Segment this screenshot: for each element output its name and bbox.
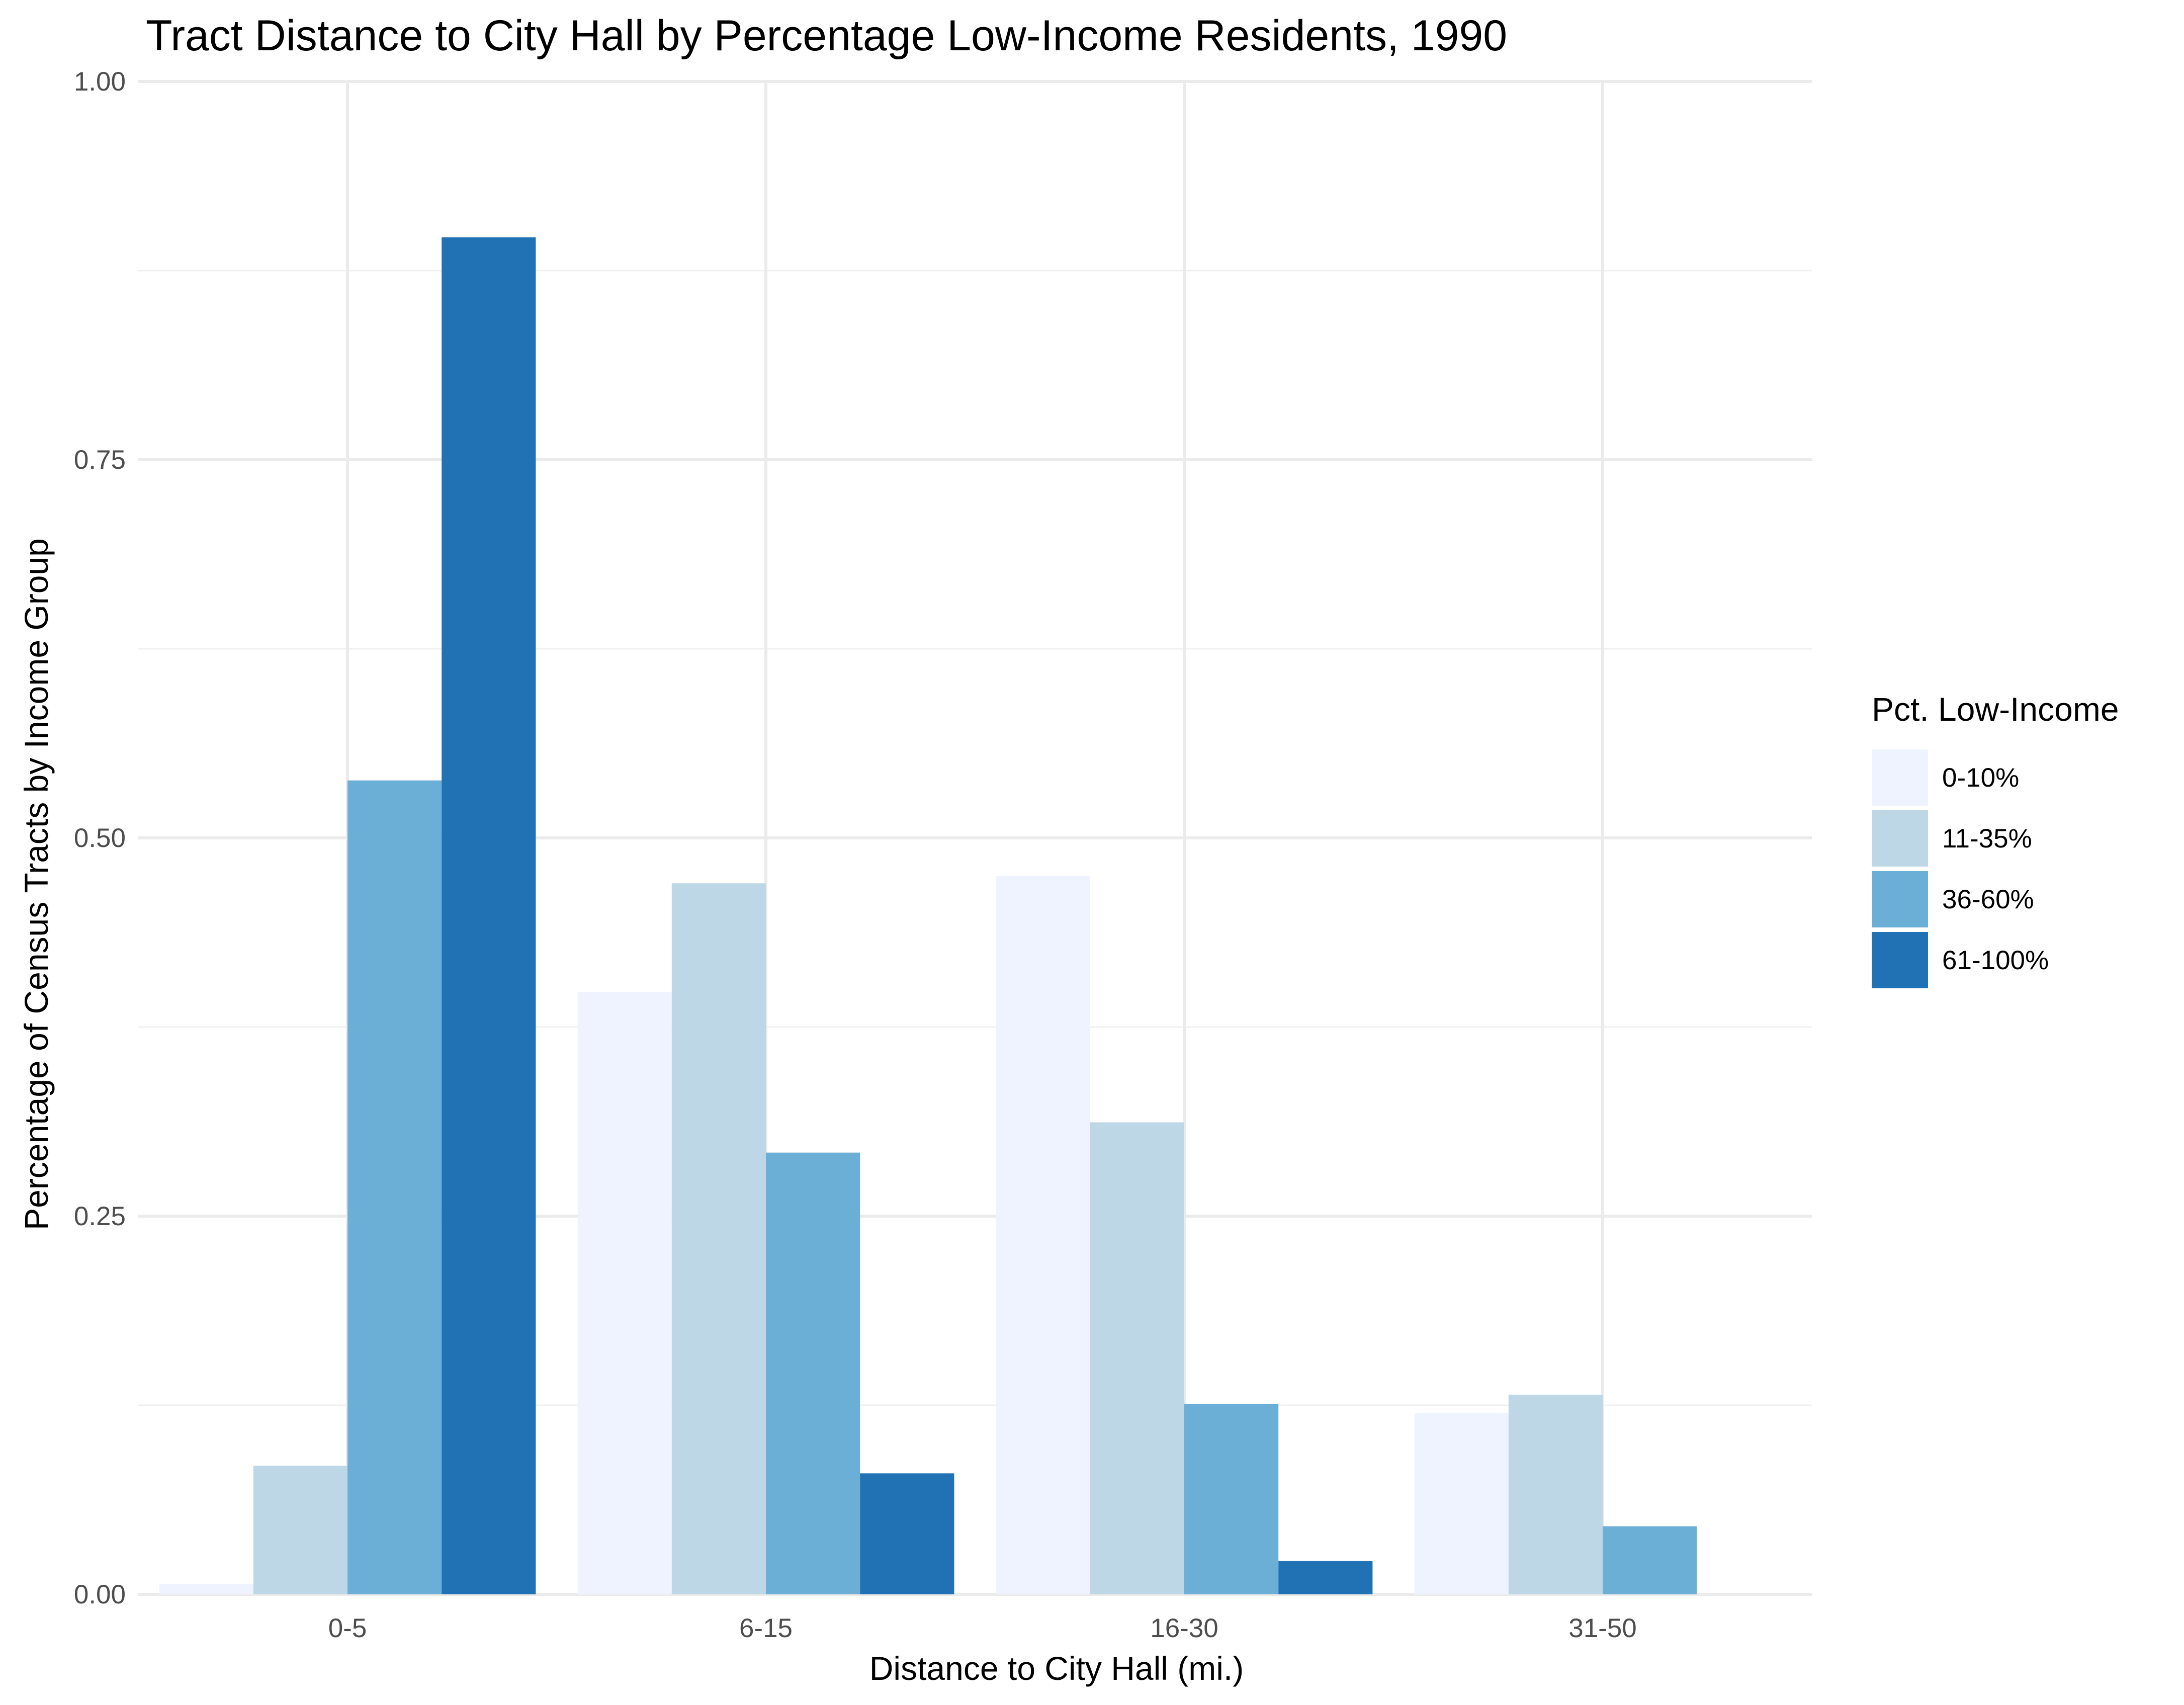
chart-title: Tract Distance to City Hall by Percentag…	[146, 12, 1507, 60]
x-tick-label: 31-50	[1568, 1613, 1637, 1643]
bar	[671, 883, 766, 1594]
x-tick-label: 16-30	[1150, 1613, 1218, 1643]
legend-key	[1872, 810, 1928, 867]
legend-label: 11-35%	[1942, 824, 2032, 854]
bar	[1184, 1403, 1279, 1594]
legend-key	[1872, 749, 1928, 806]
y-tick-label: 0.50	[74, 823, 126, 853]
bar	[1603, 1526, 1697, 1594]
legend-label: 36-60%	[1942, 885, 2034, 914]
tick-labels: 0.00 0.25 0.50 0.75 1.00 0-5 6-15 16-30 31-50	[74, 67, 1637, 1643]
legend-key	[1872, 871, 1928, 927]
bar	[1278, 1561, 1373, 1594]
bar	[860, 1473, 954, 1594]
bar	[442, 237, 536, 1595]
legend: Pct. Low-Income 0-10% 11-35% 36-60% 61-100%	[1872, 691, 2119, 988]
x-tick-label: 0-5	[328, 1613, 367, 1643]
legend-title: Pct. Low-Income	[1872, 691, 2119, 728]
bar	[577, 992, 672, 1594]
bar	[253, 1466, 347, 1594]
x-tick-label: 6-15	[739, 1613, 793, 1643]
bar	[347, 780, 442, 1594]
legend-label: 0-10%	[1942, 763, 2019, 793]
y-axis-title: Percentage of Census Tracts by Income Gr…	[18, 538, 55, 1230]
legend-items: 0-10% 11-35% 36-60% 61-100%	[1872, 749, 2049, 988]
bar	[1508, 1394, 1603, 1594]
legend-key	[1872, 932, 1928, 988]
bars	[159, 237, 1697, 1595]
y-tick-label: 0.25	[74, 1202, 126, 1231]
bar	[159, 1583, 253, 1594]
y-tick-label: 0.75	[74, 445, 126, 475]
y-tick-label: 1.00	[74, 67, 126, 97]
bar	[766, 1152, 860, 1594]
bar	[1414, 1413, 1509, 1594]
legend-label: 61-100%	[1942, 946, 2049, 975]
x-axis-title: Distance to City Hall (mi.)	[869, 1650, 1244, 1687]
y-tick-label: 0.00	[74, 1580, 126, 1609]
bar	[1090, 1122, 1184, 1594]
bar	[996, 876, 1090, 1594]
